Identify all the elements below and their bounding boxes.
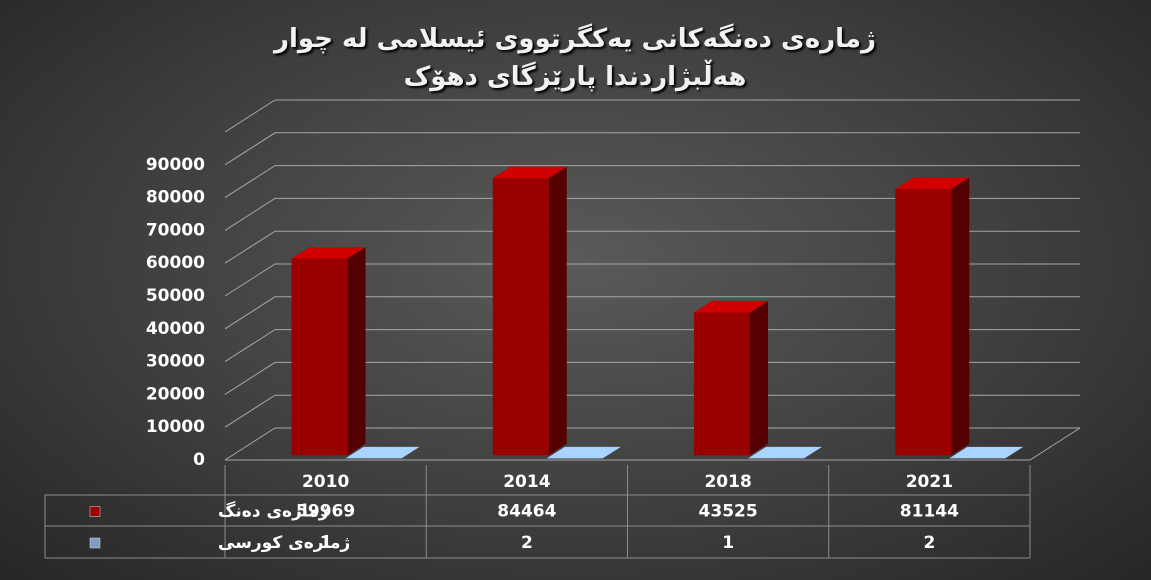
grid-line xyxy=(224,263,1080,297)
bar-side xyxy=(951,177,970,456)
grid-line xyxy=(224,361,1080,395)
bar-side xyxy=(804,446,822,459)
grid-line xyxy=(224,296,1080,330)
data-table-value: 59969 xyxy=(296,502,355,522)
bar xyxy=(492,166,567,456)
bar-side xyxy=(1005,446,1024,459)
bar-front xyxy=(291,258,348,456)
bar xyxy=(546,446,621,459)
y-tick-label: 30000 xyxy=(146,352,205,372)
bar-top xyxy=(895,177,970,190)
data-table-value: 1 xyxy=(722,533,734,553)
y-tick-label: 70000 xyxy=(146,220,205,240)
grid-line xyxy=(224,427,1080,461)
bar-top xyxy=(949,446,1024,459)
bar-front xyxy=(492,178,549,456)
y-tick-label: 50000 xyxy=(146,286,205,306)
chart-title: ژمارەی دەنگەکانی یەکگرتووی ئیسلامی لە چو… xyxy=(274,24,876,92)
x-tick-label: 2014 xyxy=(503,472,550,492)
bar xyxy=(895,177,970,456)
legend-key xyxy=(89,537,101,549)
floor xyxy=(225,427,1081,461)
bar xyxy=(291,246,366,456)
y-tick-label: 40000 xyxy=(146,319,205,339)
bar-top xyxy=(291,246,366,259)
bar-front xyxy=(694,312,750,456)
y-tick-label: 60000 xyxy=(146,253,205,273)
bar xyxy=(694,300,768,456)
data-table-value: 2 xyxy=(521,533,533,553)
y-tick-label: 90000 xyxy=(146,155,205,175)
x-tick-label: 2018 xyxy=(704,472,751,492)
x-tick-label: 2021 xyxy=(906,472,953,492)
data-table-value: 43525 xyxy=(699,502,758,522)
bar xyxy=(345,446,420,459)
bar-top xyxy=(694,300,768,313)
grid-line xyxy=(224,132,1080,166)
x-tick-label: 2010 xyxy=(302,472,349,492)
bar-top xyxy=(492,166,567,179)
y-tick-label: 80000 xyxy=(146,188,205,208)
y-tick-label: 10000 xyxy=(146,417,205,437)
bar-side xyxy=(347,246,366,456)
y-tick-label: 20000 xyxy=(146,384,205,404)
grid-line xyxy=(224,165,1080,199)
legend-label: ژمارەی دەنگ xyxy=(218,501,329,522)
data-table-value: 1 xyxy=(320,533,332,553)
back-wall-edge xyxy=(224,99,276,133)
bar-top xyxy=(546,446,621,459)
bar-side xyxy=(548,166,567,456)
bar xyxy=(949,446,1024,459)
grid-line xyxy=(224,230,1080,264)
legend-key xyxy=(89,506,101,517)
bar-top xyxy=(345,446,420,459)
data-table-value: 81144 xyxy=(900,502,959,522)
grid-line xyxy=(224,329,1080,363)
bar-side xyxy=(750,300,768,456)
bar-side xyxy=(602,446,621,459)
grid-line xyxy=(224,197,1080,231)
bar-front xyxy=(895,189,952,456)
grid-line xyxy=(224,394,1080,428)
bar xyxy=(748,446,822,459)
bar-top xyxy=(748,446,822,459)
bar-side xyxy=(401,446,420,459)
data-table-value: 2 xyxy=(923,533,935,553)
y-tick-label: 0 xyxy=(193,450,205,470)
data-table-value: 84464 xyxy=(497,502,556,522)
legend-label: ژمارەی کورسی xyxy=(218,533,350,553)
